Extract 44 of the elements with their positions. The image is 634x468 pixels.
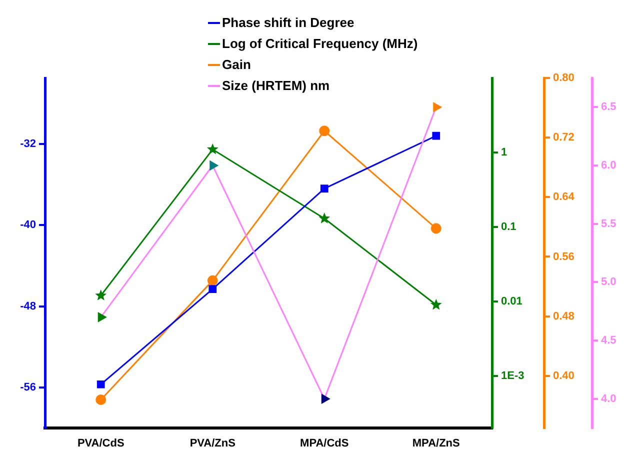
y2-tick-label: 1: [501, 146, 508, 159]
y3-tick-label: 0.64: [553, 191, 576, 204]
y-tick-label: 4.0: [601, 392, 616, 405]
x-tick-label: PVA/ZnS: [190, 438, 236, 450]
y3-tick-label: 0.56: [553, 250, 574, 263]
point: [96, 380, 105, 388]
y-tick-label: 5.5: [601, 218, 616, 230]
legend-label: Gain: [222, 56, 251, 74]
x-tick-label: PVA/CdS: [77, 438, 124, 450]
point: [96, 394, 106, 405]
x-tick-label: MPA/CdS: [300, 438, 349, 450]
y3-tick-label: 0.48: [553, 310, 574, 322]
y2-tick-label: 0.01: [501, 295, 522, 308]
legend-label: Size (HRTEM) nm: [222, 77, 330, 95]
point: [98, 312, 106, 322]
y-tick-label: -56: [20, 381, 36, 394]
y2-tick-label: 0.1: [501, 221, 516, 233]
y-tick-label: 6.0: [601, 160, 616, 172]
point: [208, 285, 217, 293]
legend-label: Phase shift in Degree: [222, 14, 354, 32]
point: [430, 298, 442, 310]
y-tick-label: -32: [20, 138, 36, 150]
y-tick-label: 5.0: [601, 276, 616, 288]
point: [430, 223, 442, 234]
point: [95, 290, 107, 300]
x-tick-label: MPA/ZnS: [412, 438, 460, 450]
point: [207, 275, 218, 286]
point: [433, 102, 442, 112]
y-tick-label: 6.5: [601, 101, 616, 114]
y2-tick-label: 1E-3: [501, 370, 524, 382]
y-tick-label: -48: [20, 300, 36, 312]
point: [320, 184, 328, 193]
point: [319, 126, 330, 136]
point: [206, 143, 218, 154]
point: [432, 132, 440, 140]
point: [210, 160, 218, 170]
y3-tick-label: 0.80: [553, 72, 574, 84]
y3-tick-label: 0.40: [553, 370, 574, 382]
legend-label: Log of Critical Frequency (MHz): [222, 35, 418, 53]
point: [321, 394, 330, 404]
y3-tick-label: 0.72: [553, 132, 574, 144]
y-tick-label: 4.5: [601, 334, 616, 347]
point: [318, 212, 330, 224]
y-tick-label: -40: [20, 219, 36, 232]
